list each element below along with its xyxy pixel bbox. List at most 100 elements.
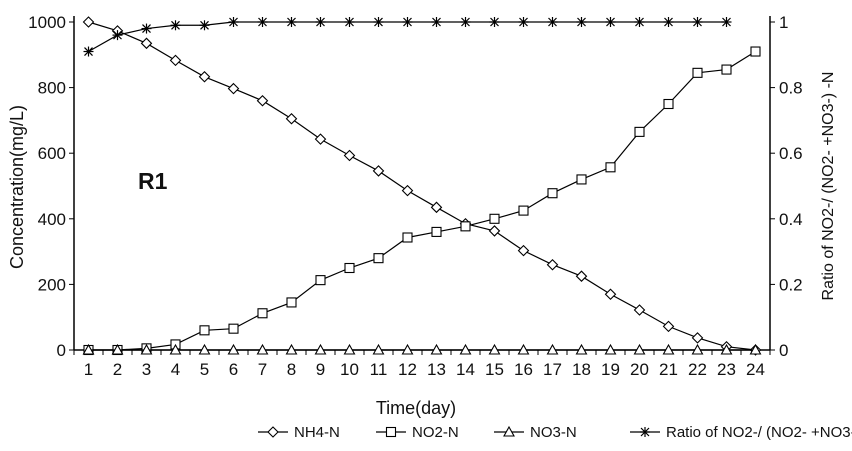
data-point <box>343 343 356 355</box>
legend: NH4-N NO2-N NO3-N Ratio of NO2-/ (NO2- +NO3… <box>258 424 852 441</box>
data-point <box>605 17 616 27</box>
chart-annotation: R1 <box>138 168 168 194</box>
data-point <box>691 343 704 355</box>
data-point <box>691 332 704 344</box>
x-tick-label: 19 <box>601 360 620 379</box>
data-point <box>518 205 529 216</box>
series-layer <box>82 16 762 356</box>
data-point <box>605 162 616 173</box>
x-tick-label: 22 <box>688 360 707 379</box>
data-point <box>517 343 530 355</box>
y-left-tick-label: 200 <box>38 275 66 294</box>
series-line <box>88 21 756 351</box>
legend-label: Ratio of NO2-/ (NO2- +NO3-)-N <box>666 424 852 441</box>
data-point <box>431 226 442 237</box>
legend-item: NO3-N <box>494 424 577 441</box>
legend-item: NO2-N <box>376 424 459 441</box>
data-point <box>343 149 356 162</box>
y-left-tick-label: 800 <box>38 79 66 98</box>
y-right-tick-label: 0.2 <box>779 275 803 294</box>
legend-label: NH4-N <box>294 424 340 441</box>
y-axis-right-label: Ratio of NO2-/ (NO2- +NO3-) -N <box>820 72 837 301</box>
x-tick-label: 6 <box>229 360 238 379</box>
y-right-tick-label: 0.4 <box>779 210 803 229</box>
data-point <box>199 20 210 31</box>
data-point <box>575 343 588 355</box>
data-point <box>488 225 501 237</box>
data-point <box>662 320 675 333</box>
data-point <box>575 270 588 282</box>
data-point <box>256 343 269 355</box>
data-point <box>228 323 239 334</box>
y-right-tick-label: 0.8 <box>779 79 803 98</box>
data-point <box>315 17 326 27</box>
data-point <box>517 244 530 257</box>
data-point <box>82 16 95 28</box>
series-square <box>83 46 761 356</box>
data-point <box>430 343 443 355</box>
data-point <box>633 304 646 316</box>
y-axis-left-label: Concentration(mg/L) <box>7 105 27 269</box>
x-tick-label: 10 <box>340 360 359 379</box>
series-asterisk <box>83 17 732 57</box>
series-diamond <box>82 16 762 356</box>
data-point <box>489 213 500 224</box>
data-point <box>402 232 413 243</box>
data-point <box>227 343 240 355</box>
legend-item: NH4-N <box>258 424 340 441</box>
data-point <box>402 17 413 27</box>
legend-label: NO3-N <box>530 424 577 441</box>
legend-label: NO2-N <box>412 424 459 441</box>
data-point <box>459 343 472 355</box>
x-tick-label: 20 <box>630 360 649 379</box>
data-point <box>547 188 558 199</box>
data-point <box>286 297 297 308</box>
x-tick-label: 1 <box>84 360 93 379</box>
data-point <box>286 17 297 27</box>
data-point <box>460 221 471 232</box>
y-left-tick-label: 400 <box>38 210 66 229</box>
data-point <box>83 46 94 57</box>
x-tick-label: 16 <box>514 360 533 379</box>
data-point <box>373 17 384 27</box>
data-point <box>198 70 211 83</box>
data-point <box>112 30 123 41</box>
data-point <box>198 343 211 355</box>
data-point <box>721 17 732 27</box>
x-tick-label: 8 <box>287 360 296 379</box>
legend-marker <box>640 427 650 437</box>
data-point <box>111 343 124 355</box>
x-tick-label: 11 <box>370 360 388 379</box>
data-point <box>662 343 675 355</box>
data-point <box>750 46 761 57</box>
x-tick-label: 2 <box>113 360 122 379</box>
series-triangle <box>82 343 762 355</box>
data-point <box>373 253 384 264</box>
x-tick-label: 15 <box>485 360 504 379</box>
legend-marker <box>503 425 515 437</box>
data-point <box>285 343 298 355</box>
x-tick-label: 7 <box>258 360 267 379</box>
legend-marker <box>267 426 279 438</box>
x-tick-label: 3 <box>142 360 151 379</box>
data-point <box>721 64 732 75</box>
data-point <box>228 17 239 27</box>
data-point <box>634 17 645 27</box>
data-point <box>82 343 95 355</box>
data-point <box>140 37 153 50</box>
data-point <box>170 20 181 31</box>
data-point <box>285 112 298 125</box>
data-point <box>663 17 674 27</box>
x-tick-label: 23 <box>717 360 736 379</box>
data-point <box>633 343 646 355</box>
x-tick-label: 13 <box>427 360 446 379</box>
x-tick-label: 21 <box>659 360 678 379</box>
legend-marker <box>385 426 397 438</box>
x-tick-label: 5 <box>200 360 209 379</box>
y-left-tick-label: 600 <box>38 144 66 163</box>
series-line <box>88 51 756 351</box>
data-point <box>576 174 587 185</box>
x-tick-label: 4 <box>171 360 180 379</box>
